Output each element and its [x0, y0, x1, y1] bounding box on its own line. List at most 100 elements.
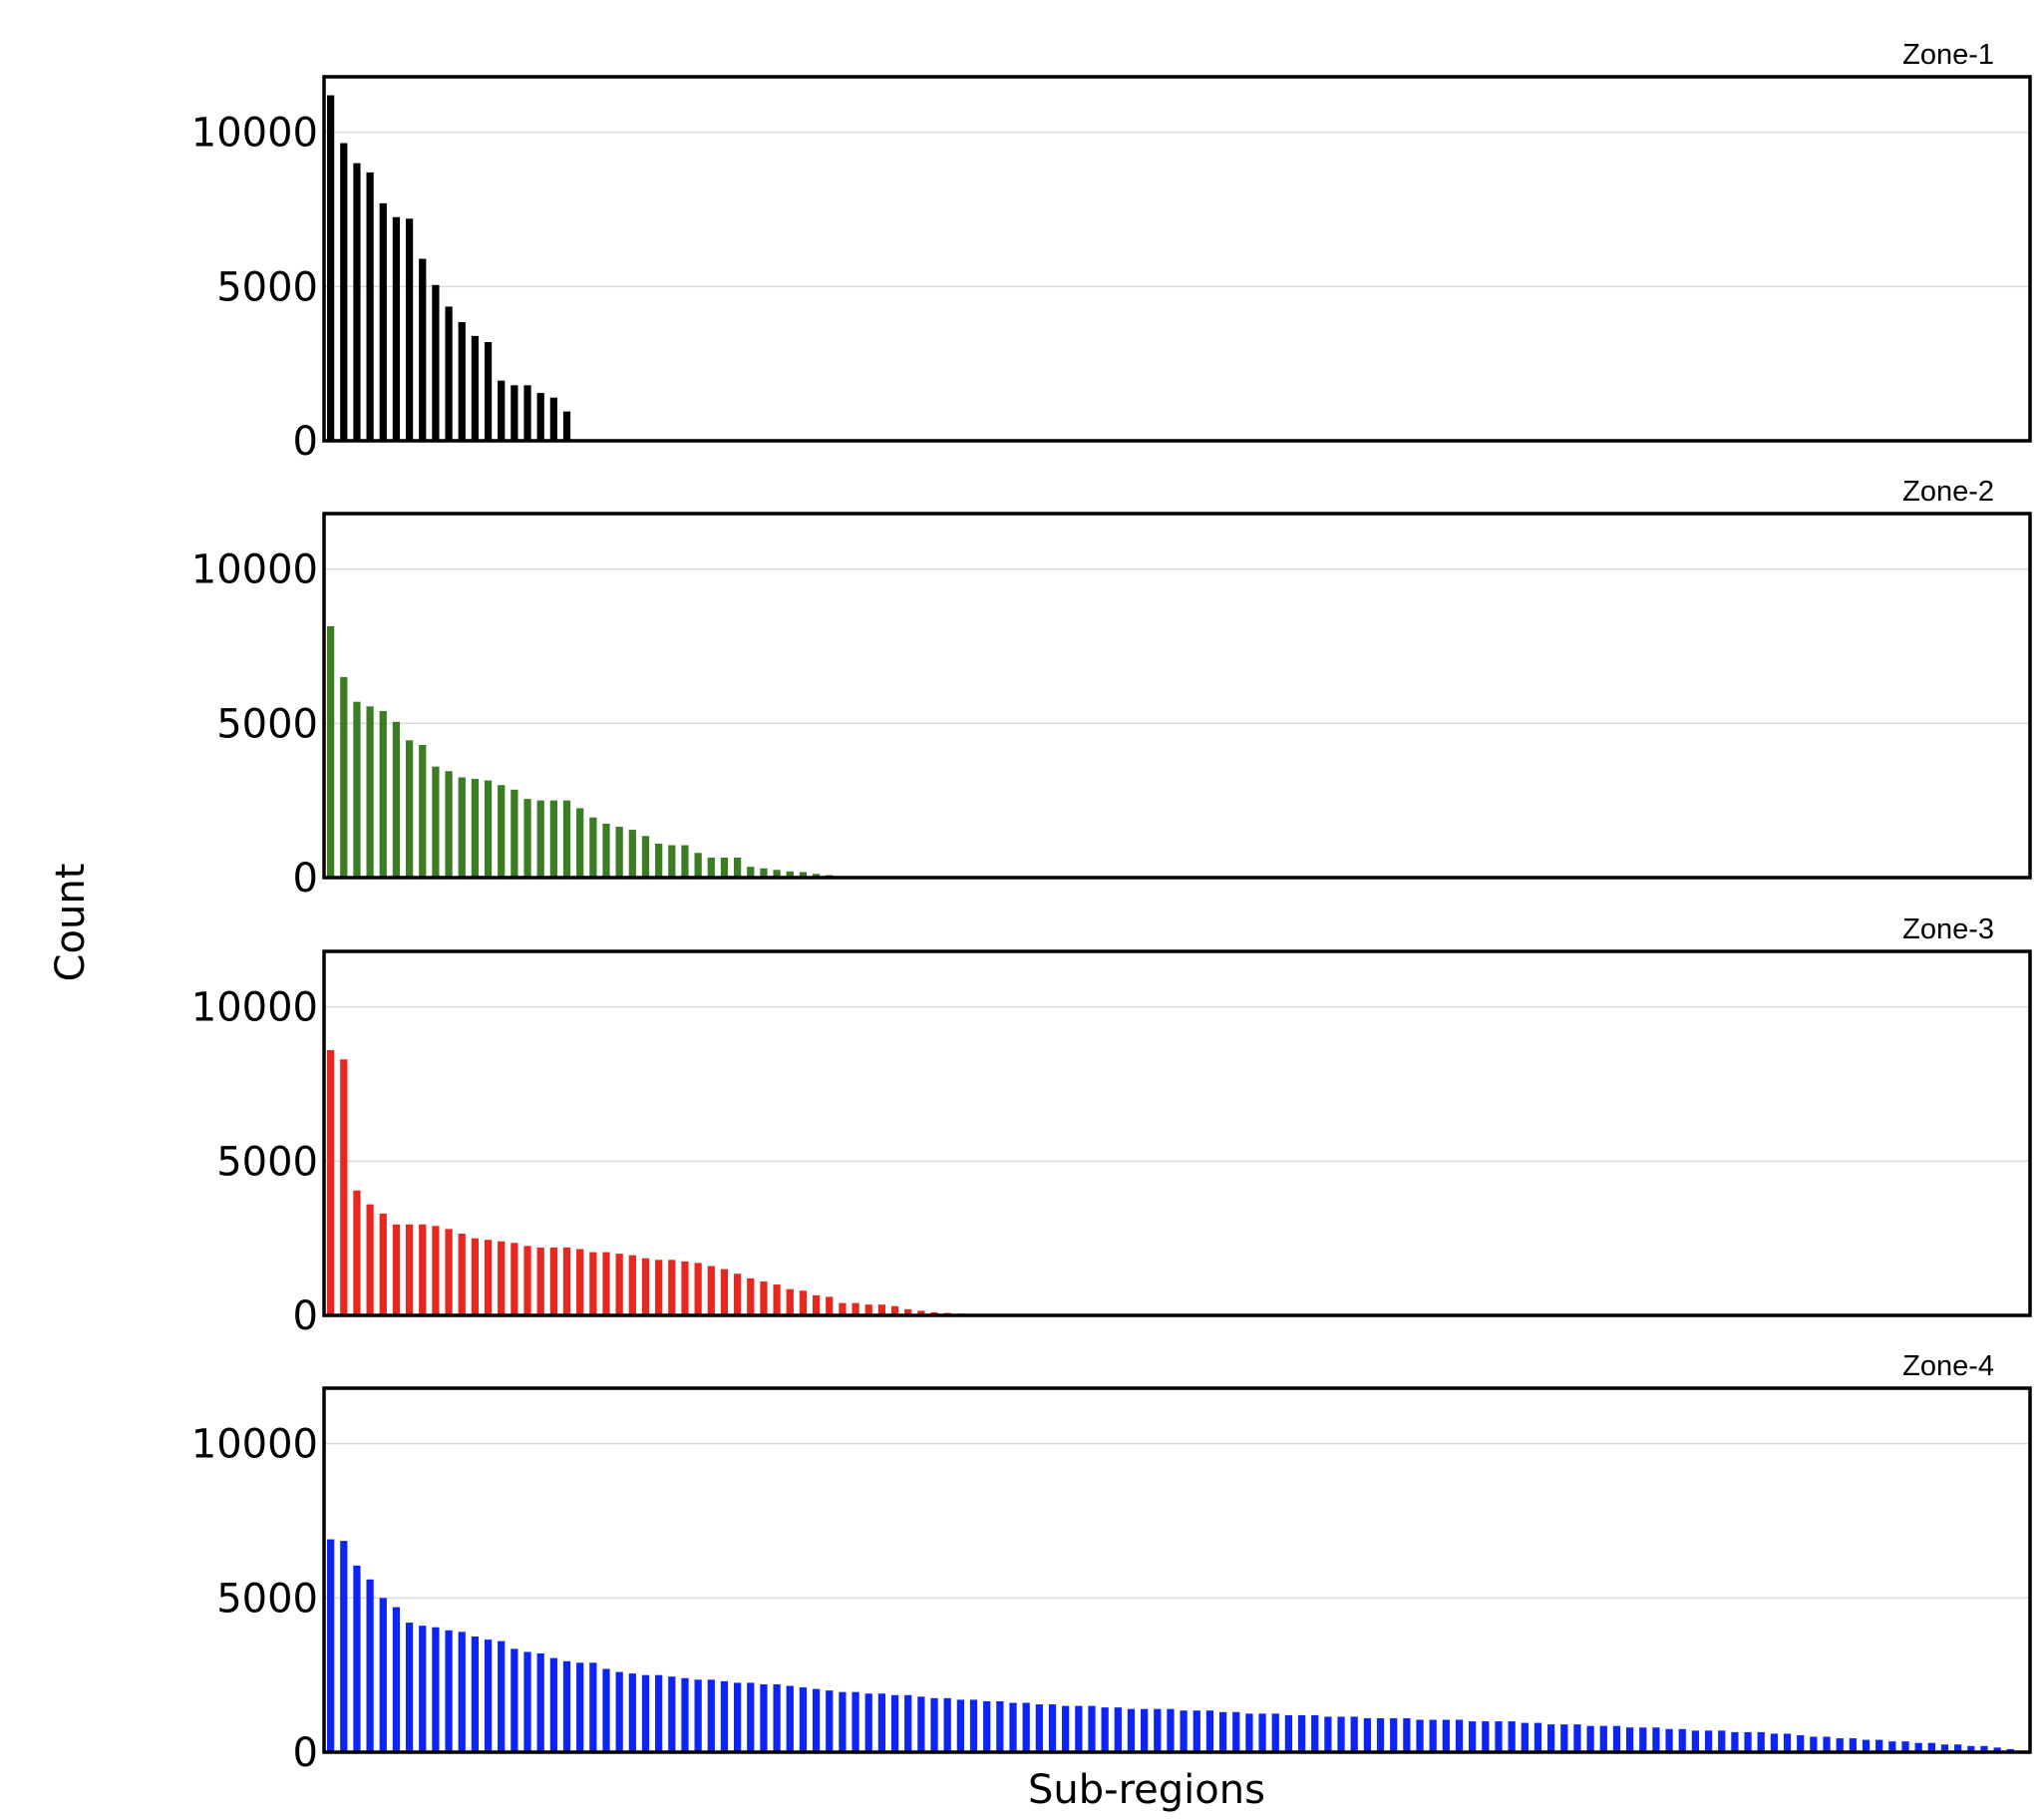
- bar: [773, 1683, 781, 1752]
- y-tick-label: 0: [293, 419, 318, 465]
- bar: [366, 172, 374, 441]
- bar: [773, 870, 781, 878]
- bar: [1363, 1717, 1372, 1752]
- bar: [1469, 1721, 1477, 1752]
- bar: [445, 1229, 453, 1315]
- bar: [549, 397, 557, 441]
- y-tick-label: 5000: [216, 701, 318, 747]
- bar: [536, 393, 544, 441]
- bar: [1429, 1719, 1437, 1752]
- bar: [904, 1694, 912, 1752]
- bar: [1141, 1708, 1149, 1752]
- bar: [498, 380, 506, 441]
- bar: [852, 1302, 859, 1315]
- bar: [1311, 1714, 1319, 1752]
- bar: [576, 1249, 584, 1315]
- bar: [1533, 1722, 1542, 1752]
- bar: [1901, 1741, 1909, 1752]
- bar: [432, 1226, 440, 1315]
- bar: [1639, 1727, 1647, 1752]
- bar: [327, 625, 335, 878]
- bar: [1980, 1745, 1988, 1752]
- bar: [1757, 1731, 1765, 1752]
- bar: [340, 143, 348, 441]
- bar: [445, 306, 453, 441]
- bar: [536, 1247, 544, 1315]
- bar: [353, 701, 361, 878]
- bar: [1875, 1739, 1883, 1752]
- bar: [562, 411, 571, 441]
- bar: [405, 218, 414, 441]
- bar: [484, 1240, 493, 1315]
- bar: [549, 1247, 557, 1315]
- bar: [511, 1648, 518, 1752]
- bar: [327, 1049, 335, 1315]
- bar: [1927, 1742, 1935, 1752]
- bar: [549, 1657, 557, 1752]
- bar: [432, 284, 440, 441]
- bar: [379, 202, 387, 441]
- bar: [1862, 1739, 1871, 1752]
- bar: [615, 1671, 623, 1752]
- bar: [786, 871, 794, 878]
- bar: [366, 1579, 374, 1752]
- bar: [1009, 1702, 1017, 1752]
- bar: [864, 1304, 872, 1315]
- bar: [366, 1204, 374, 1315]
- bar: [615, 826, 623, 878]
- bar: [707, 857, 715, 878]
- bar: [1390, 1717, 1398, 1752]
- bar: [904, 1308, 912, 1315]
- bar: [1783, 1733, 1792, 1752]
- bar: [1022, 1702, 1030, 1752]
- bar: [419, 1626, 427, 1752]
- bar: [392, 216, 401, 441]
- bar: [812, 874, 821, 878]
- zone-title: Zone-4: [1902, 1350, 1994, 1382]
- bar: [419, 744, 427, 878]
- bar: [799, 1290, 808, 1315]
- bar: [576, 808, 584, 878]
- bar: [1048, 1704, 1057, 1752]
- bar: [1192, 1710, 1200, 1752]
- bar: [1836, 1738, 1844, 1752]
- bar: [1337, 1716, 1345, 1752]
- bar: [484, 780, 493, 878]
- bar: [917, 1310, 925, 1315]
- bar: [523, 1651, 531, 1752]
- bar: [498, 1640, 506, 1752]
- bar: [943, 1697, 951, 1752]
- bar: [747, 1682, 755, 1752]
- bar: [1127, 1708, 1136, 1752]
- bar: [549, 800, 557, 878]
- bar: [1101, 1707, 1109, 1752]
- bar: [720, 857, 729, 878]
- bar: [445, 1630, 453, 1752]
- bar: [734, 1273, 742, 1315]
- bar: [720, 1680, 729, 1752]
- bar: [1599, 1725, 1607, 1752]
- bar: [1704, 1730, 1713, 1752]
- bar: [1376, 1717, 1385, 1752]
- zone-title: Zone-1: [1902, 39, 1994, 71]
- bar: [405, 1623, 414, 1752]
- bar: [628, 1255, 636, 1315]
- bar: [1718, 1730, 1726, 1752]
- bar: [826, 1690, 834, 1752]
- bar: [1088, 1705, 1096, 1752]
- bar: [1508, 1721, 1516, 1752]
- bar: [1652, 1727, 1660, 1752]
- bar: [511, 1243, 518, 1315]
- bar: [877, 1693, 886, 1752]
- bar: [983, 1700, 991, 1752]
- bar: [1625, 1727, 1634, 1752]
- bar: [458, 1234, 466, 1315]
- bar: [445, 771, 453, 878]
- bar: [498, 785, 506, 878]
- bar: [1797, 1734, 1805, 1752]
- bar: [511, 789, 518, 878]
- bar: [877, 1304, 886, 1315]
- bar: [589, 817, 597, 878]
- bar: [379, 1598, 387, 1752]
- bar: [668, 845, 676, 878]
